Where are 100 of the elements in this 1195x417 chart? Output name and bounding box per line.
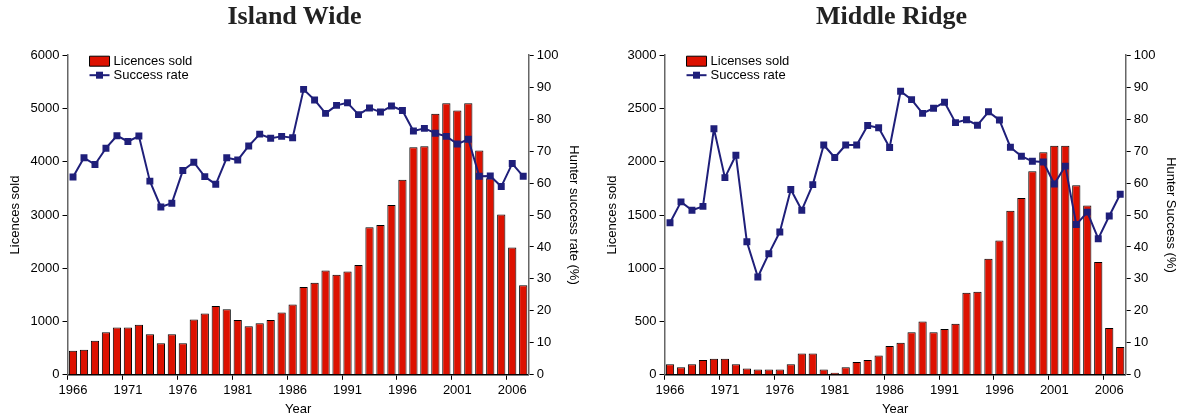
y2-tick-label: 60	[536, 174, 552, 190]
x-tick-label: 2001	[1039, 382, 1069, 398]
point	[245, 142, 253, 150]
point	[300, 85, 308, 93]
x-tick-label: 1971	[710, 382, 740, 398]
point	[486, 172, 494, 180]
y2-tick-label: 70	[1133, 142, 1149, 158]
point	[190, 158, 198, 166]
point	[124, 138, 132, 145]
x-axis-title: Year	[881, 400, 909, 416]
y2-tick-label: 30	[536, 270, 552, 286]
point	[1116, 190, 1124, 198]
y2-tick-label: 100	[1133, 46, 1156, 62]
point	[798, 206, 806, 214]
point	[897, 87, 905, 95]
y2-tick-label: 50	[536, 206, 552, 222]
point	[69, 173, 77, 181]
y-tick-label: 1000	[30, 313, 60, 329]
point	[919, 109, 927, 117]
point	[146, 177, 154, 185]
point	[864, 122, 872, 129]
point	[157, 203, 165, 211]
x-axis-title: Year	[284, 400, 312, 416]
legend-label: Licences sold	[113, 52, 193, 68]
x-tick-label: 1996	[984, 382, 1014, 398]
point	[831, 154, 839, 161]
y2-tick-label: 10	[536, 334, 552, 350]
y2-tick-label: 40	[536, 238, 552, 254]
point	[508, 160, 516, 168]
point	[80, 154, 88, 162]
y-tick-label: 2000	[30, 259, 60, 275]
point	[113, 132, 121, 140]
point	[431, 129, 439, 137]
y-tick-label: 3000	[627, 46, 657, 62]
y2-axis-title: Hunter success rate (%)	[566, 145, 582, 285]
x-tick-label: 1976	[168, 382, 198, 398]
y2-tick-label: 80	[536, 110, 552, 126]
point	[787, 185, 795, 193]
y2-tick-label: 60	[1133, 174, 1149, 190]
point	[699, 202, 707, 210]
point	[256, 130, 264, 138]
x-tick-label: 2006	[1094, 382, 1124, 398]
chart-title: Middle Ridge	[816, 1, 967, 31]
y-axis-title: Licences sold	[604, 175, 620, 255]
point	[1083, 208, 1091, 216]
point	[1094, 235, 1102, 243]
y-tick-label: 0	[649, 366, 657, 382]
x-tick-label: 1966	[655, 382, 685, 398]
point	[908, 96, 916, 104]
point	[179, 167, 187, 175]
point	[223, 154, 231, 162]
x-tick-label: 1996	[387, 382, 417, 398]
point	[886, 144, 894, 152]
x-tick-label: 1991	[930, 382, 959, 398]
point	[387, 102, 395, 110]
y2-tick-label: 10	[1133, 334, 1149, 350]
point	[688, 206, 696, 214]
point	[853, 141, 861, 149]
point	[963, 116, 970, 124]
legend-label: Success rate	[113, 66, 189, 82]
y2-tick-label: 0	[1133, 366, 1141, 382]
x-tick-label: 1976	[765, 382, 795, 398]
point	[278, 132, 286, 140]
y2-tick-label: 80	[1133, 110, 1149, 126]
y2-tick-label: 100	[536, 46, 559, 62]
point	[809, 181, 817, 189]
y-tick-label: 0	[52, 366, 60, 382]
point	[168, 199, 176, 207]
point	[366, 104, 373, 112]
y-tick-label: 4000	[30, 153, 60, 169]
legend-label: Success rate	[710, 66, 786, 82]
point	[995, 116, 1003, 124]
point	[234, 156, 242, 164]
y2-tick-label: 90	[1133, 78, 1149, 94]
point	[377, 108, 384, 116]
point	[721, 174, 729, 182]
point	[135, 132, 143, 140]
point	[311, 96, 319, 104]
y-tick-label: 3000	[30, 206, 60, 222]
point	[984, 108, 992, 116]
point	[930, 104, 938, 112]
point	[91, 161, 99, 168]
y-tick-label: 5000	[30, 100, 60, 116]
y-axis-title: Licences sold	[7, 175, 23, 255]
x-tick-label: 1981	[223, 382, 253, 398]
y-tick-label: 500	[634, 313, 657, 329]
y2-tick-label: 20	[1133, 302, 1149, 318]
y-tick-label: 2500	[627, 100, 657, 116]
legend-label: Licenses sold	[710, 52, 790, 68]
point	[355, 111, 362, 119]
point	[1028, 157, 1036, 165]
point	[974, 121, 981, 129]
y2-tick-label: 0	[536, 366, 544, 382]
point	[743, 238, 751, 246]
x-tick-label: 2001	[442, 382, 472, 398]
x-tick-label: 1971	[113, 382, 143, 398]
y2-tick-label: 70	[536, 142, 552, 158]
point	[677, 198, 685, 206]
y2-axis-title: Hunter Success (%)	[1163, 157, 1179, 273]
point	[666, 219, 674, 227]
